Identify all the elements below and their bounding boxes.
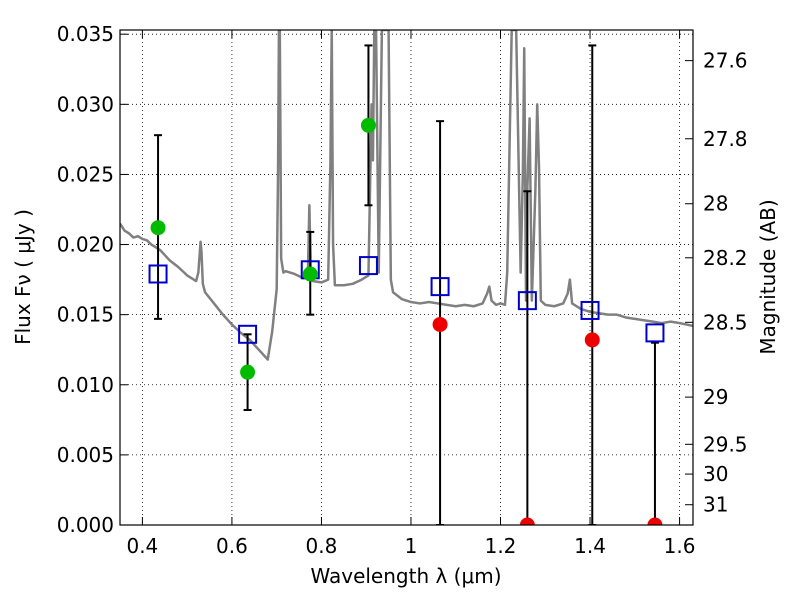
y-tick-label: 0.030: [57, 92, 114, 116]
x-tick-label: 1.2: [485, 534, 517, 558]
y-tick-label: 0.035: [57, 22, 114, 46]
plot-area: [120, 30, 693, 525]
right-axis-label: Magnitude (AB): [756, 199, 780, 354]
upper-limit-point: [432, 316, 448, 332]
magnitude-tick-label: 27.8: [703, 127, 748, 151]
y-tick-labels: 0.000 0.005 0.010 0.015 0.020 0.025 0.030 0.035: [57, 22, 114, 537]
magnitude-tick-label: 31: [703, 493, 728, 517]
x-axis-label: Wavelength λ (μm): [310, 564, 501, 588]
plot-background: [120, 30, 693, 525]
x-tick-labels: 0.4 0.6 0.8 1 1.2 1.4 1.6: [126, 534, 695, 558]
model-flux-square: [238, 324, 258, 344]
magnitude-tick-label: 29.5: [703, 432, 748, 456]
detection-point: [150, 220, 166, 236]
x-tick-label: 0.8: [306, 534, 338, 558]
x-tick-label: 0.4: [126, 534, 158, 558]
model-flux-square: [517, 291, 537, 311]
model-flux-square: [148, 264, 168, 284]
magnitude-tick-label: 29: [703, 385, 728, 409]
model-flux-square: [358, 256, 378, 276]
detection-point: [302, 266, 318, 282]
magnitude-tick-label: 28.5: [703, 310, 748, 334]
y-tick-label: 0.020: [57, 233, 114, 257]
y-axis-label: Flux Fν ( μJy ): [11, 209, 35, 345]
x-tick-label: 0.6: [216, 534, 248, 558]
y-tick-label: 0.000: [57, 513, 114, 537]
plot-frame: [119, 29, 694, 526]
upper-limit-point: [647, 517, 663, 525]
magnitude-tick-label: 28.2: [703, 246, 748, 270]
magnitude-tick-label: 30: [703, 462, 728, 486]
detection-point: [240, 364, 256, 380]
y-tick-label: 0.010: [57, 373, 114, 397]
magnitude-tick-label: 28: [703, 192, 728, 216]
magnitude-tick-labels: 27.6 27.8 28 28.2 28.5 29 29.5 30 31: [703, 49, 748, 517]
template-spectrum-line: [120, 30, 693, 361]
detection-point: [360, 117, 376, 133]
x-tick-label: 1: [405, 534, 418, 558]
observed-flux-points: [150, 117, 663, 525]
y-tick-label: 0.025: [57, 162, 114, 186]
upper-limit-point: [584, 332, 600, 348]
magnitude-tick-label: 27.6: [703, 49, 748, 73]
model-flux-squares: [148, 256, 665, 344]
y-tick-label: 0.005: [57, 443, 114, 467]
axis-ticks: [120, 30, 693, 526]
model-flux-square: [580, 300, 600, 320]
y-tick-label: 0.015: [57, 303, 114, 327]
upper-limit-point: [519, 517, 535, 525]
x-tick-label: 1.4: [574, 534, 606, 558]
model-flux-square: [645, 323, 665, 343]
x-tick-label: 1.6: [664, 534, 696, 558]
grid-lines: [120, 30, 693, 526]
model-flux-square: [430, 277, 450, 297]
